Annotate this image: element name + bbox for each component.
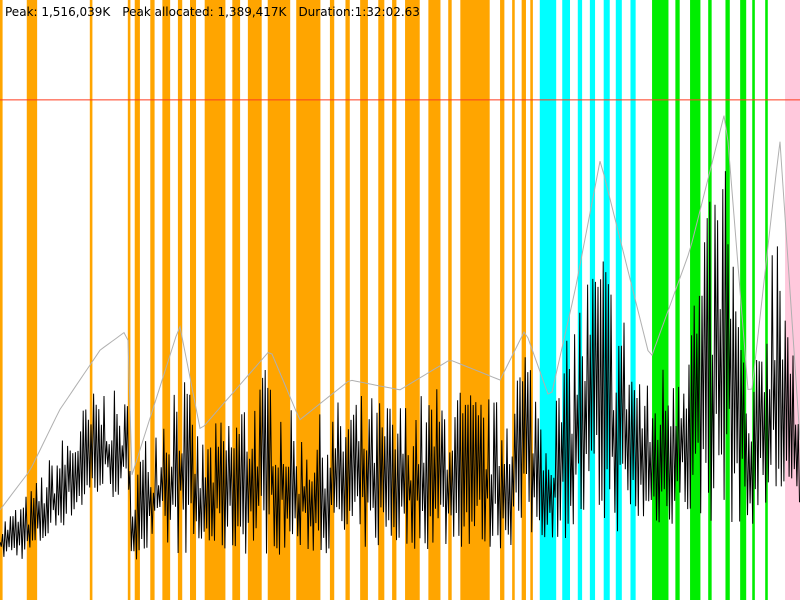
orange-phase-band xyxy=(162,0,171,600)
orange-phase-band xyxy=(378,0,385,600)
orange-phase-band xyxy=(232,0,241,600)
orange-phase-band xyxy=(26,0,38,600)
green-phase-band xyxy=(752,0,755,600)
orange-phase-band xyxy=(500,0,505,600)
orange-phase-band xyxy=(512,0,515,600)
stats-header: Peak: 1,516,039K Peak allocated: 1,389,41… xyxy=(5,5,432,19)
cyan-phase-band xyxy=(603,0,610,600)
cyan-phase-band xyxy=(562,0,571,600)
orange-phase-band xyxy=(127,0,131,600)
orange-phase-band xyxy=(0,0,3,600)
orange-phase-band xyxy=(360,0,368,600)
orange-phase-band xyxy=(177,0,183,600)
orange-phase-band xyxy=(267,0,291,600)
green-phase-band xyxy=(690,0,701,600)
allocated-memory-line xyxy=(0,171,800,560)
orange-phase-band xyxy=(89,0,93,600)
green-phase-band xyxy=(765,0,768,600)
orange-phase-band xyxy=(150,0,155,600)
green-phase-band xyxy=(675,0,680,600)
orange-phase-band xyxy=(247,0,262,600)
green-phase-band xyxy=(652,0,669,600)
orange-phase-band xyxy=(530,0,533,600)
peak-envelope-line xyxy=(0,115,800,511)
orange-phase-band xyxy=(448,0,452,600)
orange-phase-band xyxy=(392,0,397,600)
peak-allocated-label: Peak allocated: 1,389,417K xyxy=(122,5,287,19)
cyan-phase-band xyxy=(539,0,557,600)
green-phase-band xyxy=(740,0,747,600)
orange-phase-band xyxy=(329,0,335,600)
pink-phase-band xyxy=(785,0,800,600)
orange-phase-band xyxy=(134,0,140,600)
cyan-phase-band xyxy=(577,0,583,600)
cyan-phase-band xyxy=(615,0,622,600)
orange-phase-band xyxy=(521,0,526,600)
peak-label: Peak: 1,516,039K xyxy=(5,5,111,19)
cyan-phase-band xyxy=(630,0,636,600)
orange-phase-band xyxy=(190,0,197,600)
orange-phase-band xyxy=(345,0,350,600)
duration-label: Duration:1:32:02.63 xyxy=(298,5,420,19)
